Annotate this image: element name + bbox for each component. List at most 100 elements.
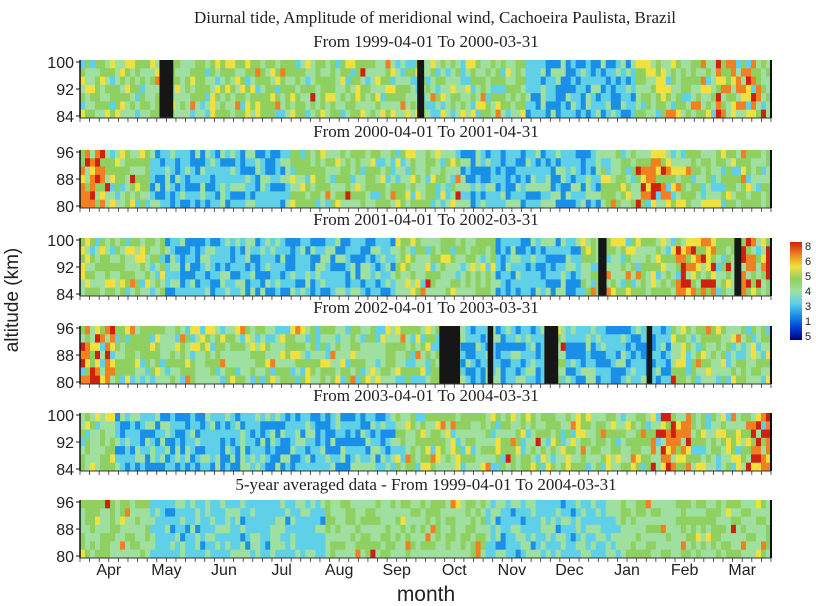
heatmap-cell bbox=[465, 238, 472, 247]
heatmap-cell bbox=[205, 93, 211, 103]
heatmap-cell bbox=[685, 60, 692, 69]
heatmap-cell bbox=[340, 199, 346, 208]
heatmap-cell bbox=[280, 413, 286, 422]
heatmap-cell bbox=[350, 342, 356, 352]
heatmap-cell bbox=[195, 437, 201, 447]
heatmap-cell bbox=[85, 516, 91, 526]
heatmap-cell bbox=[325, 326, 331, 335]
heatmap-cell bbox=[610, 429, 617, 439]
heatmap-cell bbox=[110, 454, 116, 464]
heatmap-cell bbox=[705, 238, 712, 247]
heatmap-cell bbox=[165, 421, 171, 431]
heatmap-cell bbox=[95, 68, 101, 78]
heatmap-cell bbox=[410, 183, 417, 193]
heatmap-cell bbox=[535, 429, 542, 439]
heatmap-cell bbox=[765, 150, 771, 159]
heatmap-cell bbox=[330, 174, 336, 184]
heatmap-cell bbox=[410, 462, 417, 471]
heatmap-cell bbox=[370, 437, 377, 447]
heatmap-cell bbox=[675, 437, 682, 447]
heatmap-cell bbox=[280, 246, 286, 256]
heatmap-cell bbox=[100, 446, 106, 456]
heatmap-cell bbox=[390, 271, 397, 281]
heatmap-cell bbox=[220, 437, 226, 447]
heatmap-cell bbox=[565, 446, 572, 456]
heatmap-cell bbox=[330, 429, 336, 439]
heatmap-cell bbox=[460, 84, 467, 94]
heatmap-cell bbox=[290, 166, 296, 176]
heatmap-cell bbox=[595, 421, 602, 431]
heatmap-cell bbox=[515, 367, 522, 377]
heatmap-cell bbox=[135, 421, 141, 431]
heatmap-cell bbox=[715, 342, 722, 352]
heatmap-cell bbox=[340, 334, 346, 344]
heatmap-cell bbox=[750, 375, 757, 384]
heatmap-cell bbox=[395, 350, 402, 360]
heatmap-cell bbox=[165, 246, 171, 256]
heatmap-cell bbox=[235, 446, 241, 456]
heatmap-cell bbox=[425, 429, 432, 439]
heatmap-cells bbox=[80, 500, 771, 558]
heatmap-cell bbox=[640, 421, 647, 431]
heatmap-cell bbox=[575, 342, 582, 352]
heatmap-cell bbox=[125, 150, 131, 159]
heatmap-cell bbox=[165, 541, 171, 551]
heatmap-cell bbox=[435, 429, 442, 439]
heatmap-cell bbox=[525, 166, 532, 176]
heatmap-cell bbox=[220, 279, 226, 289]
heatmap-cell bbox=[395, 367, 402, 377]
heatmap-cell bbox=[505, 350, 512, 360]
heatmap-cell bbox=[590, 413, 597, 422]
heatmap-cell bbox=[405, 262, 412, 272]
heatmap-cell bbox=[120, 279, 126, 289]
heatmap-cell bbox=[595, 76, 602, 86]
heatmap-cell bbox=[355, 246, 362, 256]
heatmap-cell bbox=[600, 367, 607, 377]
heatmap-cell bbox=[765, 199, 771, 208]
heatmap-cell bbox=[125, 271, 131, 281]
heatmap-cell bbox=[735, 60, 742, 69]
heatmap-cell bbox=[180, 462, 186, 471]
heatmap-cell bbox=[155, 68, 161, 78]
heatmap-cell bbox=[475, 359, 482, 369]
heatmap-cell bbox=[310, 271, 316, 281]
heatmap-cell bbox=[220, 359, 226, 369]
heatmap-cell bbox=[380, 342, 387, 352]
heatmap-cell bbox=[750, 413, 757, 422]
heatmap-cell bbox=[475, 174, 482, 184]
heatmap-cell bbox=[250, 421, 256, 431]
heatmap-cell bbox=[430, 342, 437, 352]
heatmap-cell bbox=[680, 109, 687, 118]
heatmap-cell bbox=[440, 271, 447, 281]
heatmap-cell bbox=[270, 84, 276, 94]
heatmap-cell bbox=[245, 271, 251, 281]
heatmap-cell bbox=[555, 93, 562, 103]
heatmap-cell bbox=[225, 454, 231, 464]
heatmap-cell bbox=[130, 174, 136, 184]
heatmap-cell bbox=[105, 350, 111, 360]
heatmap-cell bbox=[330, 93, 336, 103]
heatmap-cell bbox=[670, 191, 677, 201]
heatmap-cell bbox=[420, 350, 427, 360]
heatmap-cell bbox=[225, 183, 231, 193]
heatmap-cell bbox=[140, 508, 146, 518]
heatmap-cell bbox=[515, 150, 522, 159]
heatmap-cell bbox=[210, 174, 216, 184]
heatmap-cell bbox=[215, 413, 221, 422]
heatmap-cell bbox=[265, 413, 271, 422]
heatmap-cell bbox=[95, 326, 101, 335]
heatmap-cell bbox=[310, 262, 316, 272]
heatmap-cell bbox=[140, 367, 146, 377]
heatmap-cell bbox=[460, 246, 467, 256]
heatmap-cell bbox=[625, 271, 632, 281]
heatmap-cell bbox=[410, 174, 417, 184]
heatmap-cell bbox=[515, 166, 522, 176]
heatmap-cell bbox=[185, 109, 191, 118]
y-tick-label: 100 bbox=[47, 408, 74, 425]
heatmap-cell bbox=[560, 68, 567, 78]
heatmap-cell bbox=[495, 158, 502, 168]
heatmap-cell bbox=[590, 191, 597, 201]
heatmap-cell bbox=[90, 454, 96, 464]
heatmap-cell bbox=[255, 359, 261, 369]
heatmap-cell bbox=[570, 246, 577, 256]
